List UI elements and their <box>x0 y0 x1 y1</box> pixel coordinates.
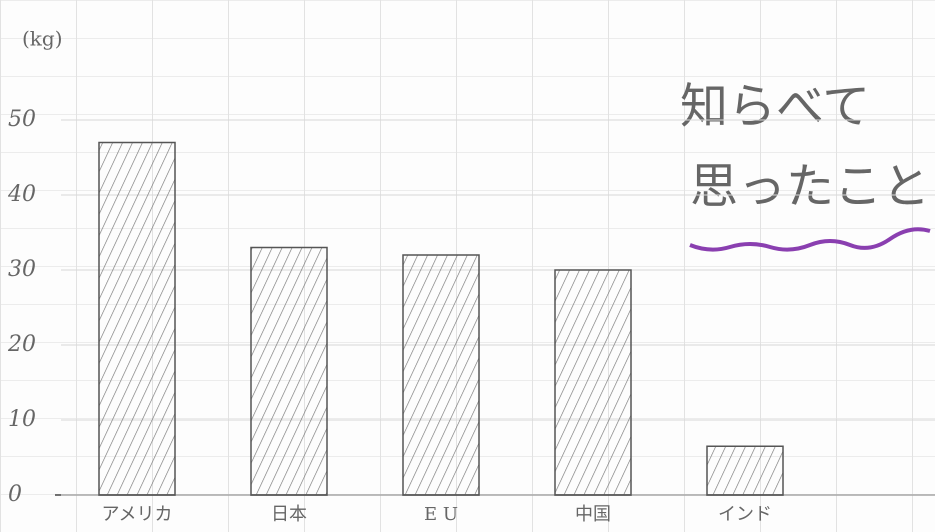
x-tick-label: 中国 <box>575 504 611 525</box>
annotation-underline <box>689 227 931 252</box>
annotation-line: 思ったこと <box>690 159 930 215</box>
bar <box>554 269 632 496</box>
x-tick-label: E U <box>424 504 458 525</box>
y-tick-label: 40 <box>7 182 36 207</box>
x-tick-label: 日本 <box>271 504 307 525</box>
bar <box>402 254 480 496</box>
y-tick-label: 20 <box>7 332 36 357</box>
y-tick-label: 10 <box>8 407 36 432</box>
bar <box>98 141 176 496</box>
x-tick-label: インド <box>718 504 772 525</box>
y-tick-label: 50 <box>8 107 36 132</box>
bar <box>706 445 784 496</box>
bar <box>250 246 328 496</box>
unit-label: (kg) <box>22 27 63 51</box>
y-tick-label: 0 <box>8 482 22 507</box>
annotation-line: 知らべて <box>680 79 870 135</box>
x-tick-label: アメリカ <box>101 504 172 525</box>
y-tick-label: 30 <box>8 257 36 282</box>
